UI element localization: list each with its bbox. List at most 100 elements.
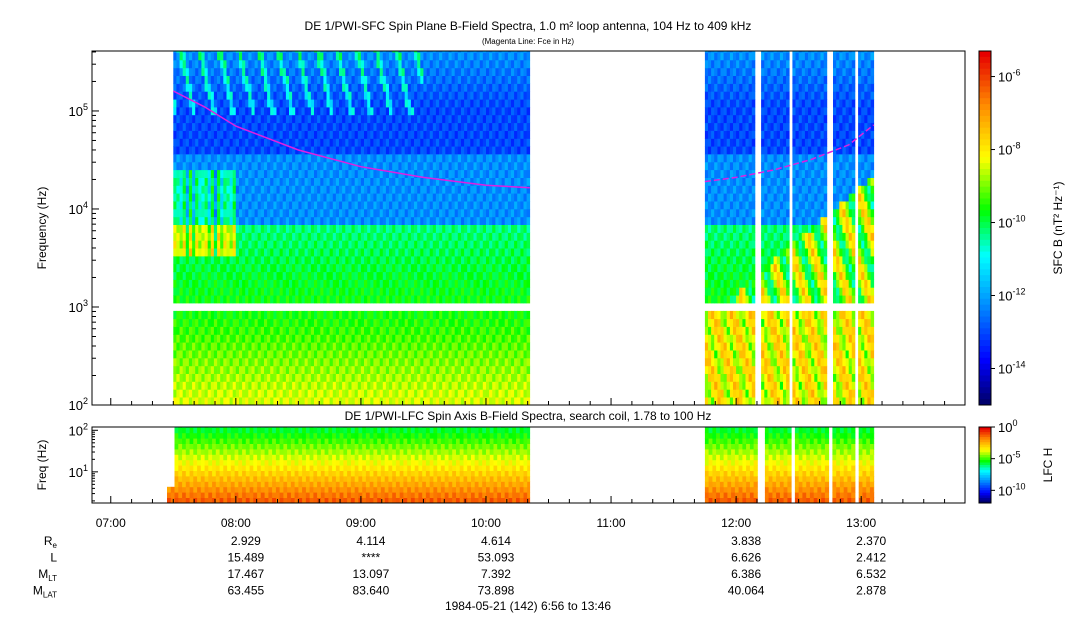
sfc-cell <box>360 185 365 194</box>
sfc-cell <box>339 373 343 382</box>
sfc-cell <box>289 201 293 210</box>
sfc-cell <box>323 91 327 100</box>
sfc-cell <box>445 271 449 280</box>
sfc-cell <box>292 373 296 382</box>
sfc-cell <box>239 334 243 343</box>
sfc-cell <box>198 358 202 367</box>
sfc-cell <box>392 389 396 398</box>
sfc-cell <box>285 146 290 155</box>
sfc-cell <box>239 350 243 359</box>
sfc-cell <box>498 107 502 116</box>
sfc-cell <box>326 161 330 171</box>
sfc-cell <box>464 248 468 257</box>
sfc-cell <box>310 350 315 359</box>
sfc-cell <box>501 60 506 69</box>
sfc-cell <box>314 107 318 116</box>
sfc-cell <box>188 209 193 218</box>
sfc-cell <box>357 350 362 359</box>
sfc-cell <box>514 373 518 382</box>
sfc-cell <box>192 107 196 116</box>
sfc-cell <box>398 161 402 171</box>
sfc-cell <box>432 240 437 249</box>
sfc-cell <box>267 381 271 390</box>
sfc-cell <box>507 169 512 178</box>
sfc-cell <box>486 342 490 351</box>
sfc-cell <box>392 193 396 202</box>
sfc-cell <box>260 342 265 351</box>
sfc-cell <box>276 122 280 131</box>
sfc-cell <box>320 216 324 225</box>
sfc-cell <box>323 358 327 367</box>
sfc-cell <box>239 287 243 296</box>
sfc-cell <box>176 334 180 343</box>
sfc-cell <box>295 279 299 288</box>
sfc-cell <box>495 201 499 210</box>
sfc-cell <box>435 279 440 288</box>
sfc-cell <box>461 358 465 367</box>
sfc-cell <box>461 240 465 249</box>
sfc-cell <box>476 373 481 382</box>
sfc-cell <box>195 279 199 288</box>
sfc-cell <box>245 318 249 327</box>
sfc-cell <box>382 122 387 131</box>
sfc-cell <box>276 107 280 116</box>
sfc-cell <box>307 216 312 225</box>
sfc-cell <box>426 169 431 178</box>
sfc-cell <box>226 224 230 233</box>
sfc-cell <box>217 310 221 320</box>
sfc-cell <box>298 51 302 53</box>
sfc-cell <box>226 185 230 194</box>
sfc-cell <box>414 365 418 374</box>
sfc-cell <box>401 99 406 108</box>
sfc-cell <box>226 83 230 92</box>
sfc-cell <box>223 216 227 225</box>
sfc-cell <box>273 263 277 273</box>
sfc-cell <box>239 83 243 92</box>
sfc-cell <box>185 52 190 61</box>
sfc-cell <box>179 75 184 84</box>
sfc-cell <box>404 381 409 390</box>
sfc-cell <box>464 99 468 108</box>
sfc-cell <box>204 295 209 304</box>
sfc-cell <box>310 381 315 390</box>
sfc-cell <box>473 389 477 398</box>
sfc-cell <box>223 318 227 327</box>
sfc-cell <box>320 326 324 335</box>
sfc-cell <box>420 51 424 53</box>
sfc-cell <box>504 83 509 92</box>
sfc-cell <box>354 271 359 280</box>
sfc-cell <box>370 389 374 398</box>
sfc-cell <box>395 154 399 163</box>
sfc-cell <box>339 114 343 124</box>
sfc-cell <box>226 169 230 178</box>
sfc-cell <box>476 389 481 398</box>
sfc-cell <box>514 154 518 163</box>
sfc-cell <box>439 271 443 280</box>
sfc-cell <box>398 138 402 147</box>
sfc-cell <box>185 248 190 257</box>
sfc-cell <box>501 358 506 367</box>
sfc-cell <box>451 279 456 288</box>
sfc-cell <box>379 154 384 163</box>
sfc-cell <box>185 177 190 186</box>
sfc-cell <box>454 60 459 69</box>
sfc-cell <box>354 381 359 390</box>
sfc-cell <box>201 138 205 147</box>
sfc-cell <box>379 318 384 327</box>
sfc-cell <box>332 67 337 76</box>
sfc-cell <box>323 287 327 296</box>
sfc-cell <box>486 373 490 382</box>
sfc-cell <box>307 114 312 124</box>
sfc-cell <box>301 154 305 163</box>
sfc-cell <box>467 52 471 61</box>
sfc-cell <box>301 91 305 100</box>
sfc-cell <box>442 358 446 367</box>
sfc-cell <box>426 130 431 139</box>
sfc-cell <box>476 365 481 374</box>
sfc-cell <box>204 161 209 171</box>
sfc-cell <box>507 310 512 320</box>
sfc-cell <box>514 342 518 351</box>
sfc-cell <box>473 177 477 186</box>
sfc-cell <box>307 373 312 382</box>
sfc-cell <box>223 60 227 69</box>
